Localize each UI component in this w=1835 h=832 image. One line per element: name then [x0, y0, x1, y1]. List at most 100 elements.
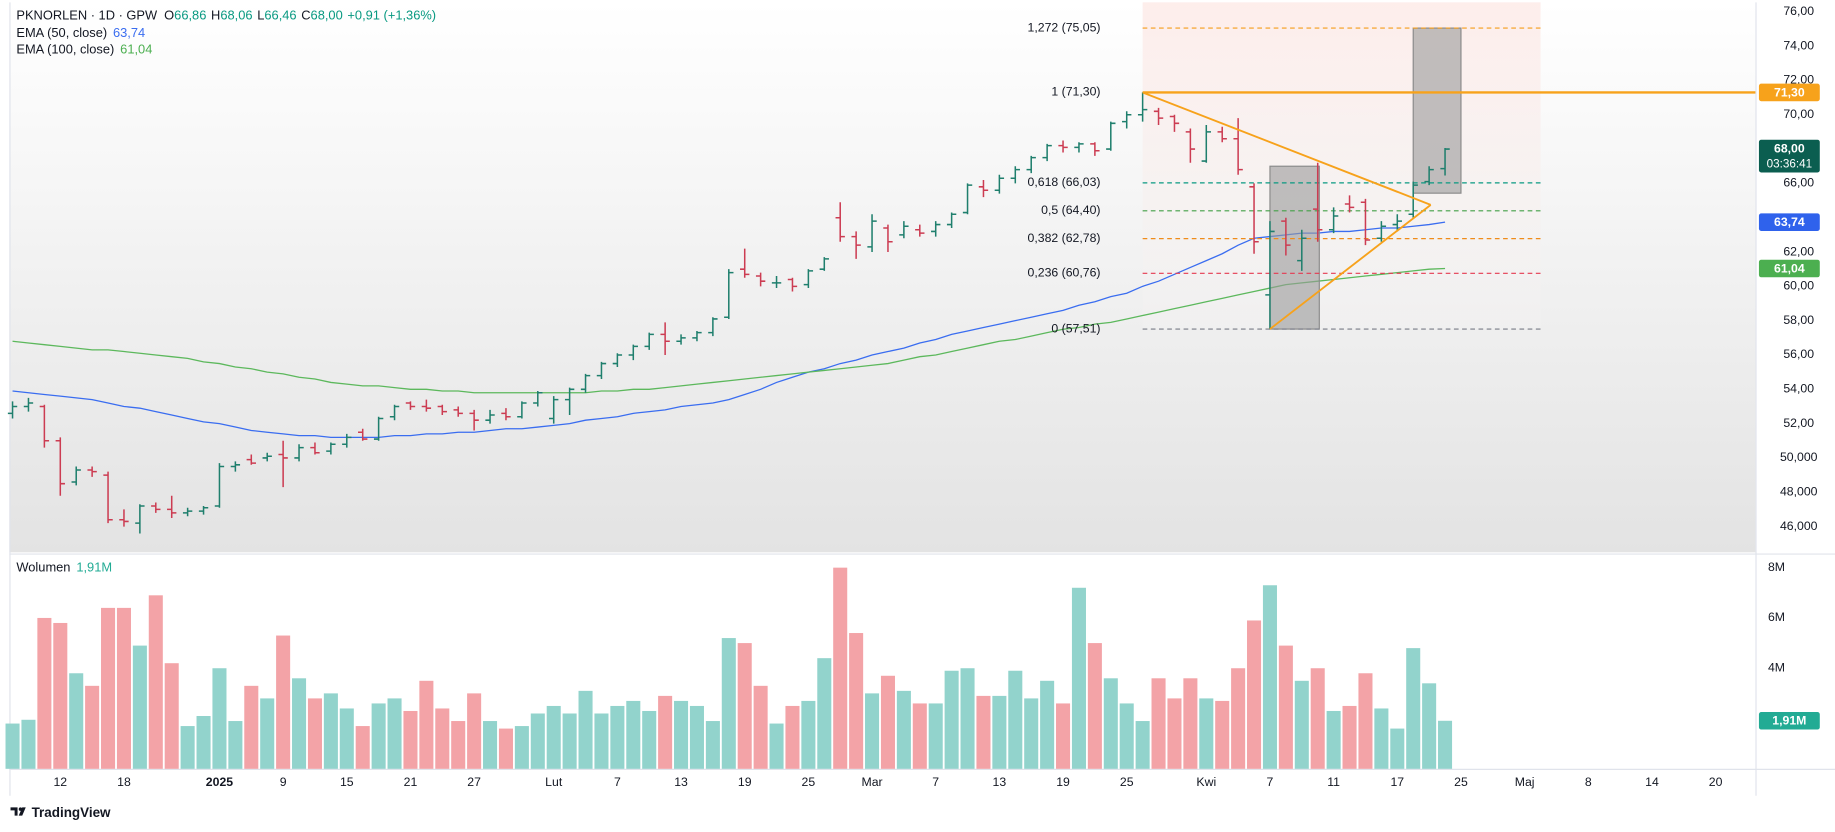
volume-bar — [21, 719, 36, 769]
ohlc-bar — [628, 344, 638, 361]
ohlc-bar — [198, 505, 209, 515]
volume-bar — [1310, 668, 1325, 769]
ohlc-bar — [1201, 125, 1211, 163]
ohlc-bar — [71, 466, 81, 486]
ohlc-bar — [851, 231, 861, 259]
x-tick-label: 15 — [340, 775, 354, 789]
ohlc-value: 68,00 — [311, 8, 343, 23]
trend-line — [1142, 91, 1432, 206]
volume-badge-label: 1,91M — [1772, 714, 1806, 728]
volume-bar — [960, 668, 975, 769]
ohlc-bar — [755, 272, 766, 287]
volume-bar — [467, 693, 482, 769]
plot-layer: 1,272 (75,05) 1 (71,30) 0,618 (66,03) 0,5 (… — [5, 2, 1820, 789]
volume-bar — [1406, 648, 1421, 769]
y-tick-label: 62,00 — [1783, 244, 1814, 258]
volume-bar — [1215, 700, 1230, 769]
ohlc-bar — [246, 454, 256, 465]
ohlc-bar — [1297, 229, 1307, 271]
price-badge — [1758, 139, 1820, 173]
ohlc-bar — [119, 509, 129, 527]
ohlc-bar — [1376, 221, 1387, 242]
ohlc-bar — [1344, 195, 1355, 213]
ema-value: 63,74 — [113, 25, 145, 40]
volume-bar — [1231, 668, 1246, 769]
volume-bar — [896, 690, 911, 769]
volume-bar — [912, 703, 927, 769]
volume-bar — [849, 633, 864, 769]
volume-bar — [1103, 678, 1118, 769]
trend-line — [1269, 204, 1432, 330]
ohlc-bar — [1424, 166, 1434, 186]
x-tick-label: 13 — [993, 775, 1007, 789]
x-tick-label: 9 — [280, 775, 287, 789]
legend-volume: Wolumen 1,91M — [16, 560, 112, 575]
y-tick-label: 58,00 — [1783, 313, 1814, 327]
volume-bar — [451, 721, 466, 769]
ohlc-bar — [1265, 221, 1275, 330]
ohlc-bar — [182, 507, 193, 517]
volume-bar — [148, 595, 163, 769]
volume-bar — [1183, 678, 1198, 769]
fib-label: 1,272 (75,05) — [1028, 20, 1101, 34]
ohlc-bar — [262, 452, 272, 462]
volume-bar — [69, 673, 84, 769]
volume-bar — [292, 678, 307, 769]
ohlc-bar — [1074, 142, 1084, 153]
volume-bar — [753, 685, 768, 769]
volume-bar — [307, 698, 322, 769]
volume-bar — [928, 703, 943, 769]
y-tick-label: 70,00 — [1783, 107, 1814, 121]
volume-bar — [339, 708, 354, 769]
volume-bar — [1422, 683, 1437, 769]
volume-bar — [674, 700, 689, 769]
ohlc-bar — [23, 397, 34, 412]
ema-line — [12, 221, 1446, 438]
ohlc-bar — [978, 179, 989, 198]
ohlc-bar — [644, 332, 654, 350]
volume-badge — [1758, 712, 1820, 730]
ohlc-bar — [55, 437, 65, 496]
volume-bar — [785, 705, 800, 769]
volume-bar — [1262, 585, 1277, 769]
ohlc-bar — [803, 269, 814, 289]
ohlc-bar — [740, 248, 750, 278]
volume-bar — [737, 643, 752, 769]
ohlc-bar — [230, 461, 241, 472]
countdown: 03:36:41 — [1767, 157, 1813, 170]
x-tick-label: 21 — [404, 775, 418, 789]
ohlc-bar — [342, 433, 352, 448]
volume-bar — [244, 685, 259, 769]
ohlc-bar — [421, 399, 432, 412]
ohlc-bar — [1185, 128, 1196, 163]
ema-line — [12, 267, 1446, 394]
x-tick-label: 17 — [1390, 775, 1404, 789]
x-tick-label: Maj — [1515, 775, 1535, 789]
volume-bar — [1294, 680, 1309, 769]
ohlc-bar — [453, 406, 463, 417]
ohlc-bar — [1328, 207, 1339, 234]
volume-bar — [85, 685, 100, 769]
fib-background — [1142, 2, 1541, 330]
range-box — [1412, 27, 1462, 194]
volume-bar — [116, 607, 131, 769]
ohlc-bar — [660, 322, 670, 355]
volume-bar — [610, 705, 625, 769]
ohlc-bar — [915, 224, 925, 237]
ohlc-bar — [103, 471, 113, 524]
volume-bar — [833, 567, 848, 769]
volume-bar — [705, 721, 720, 769]
volume-bar — [37, 617, 52, 769]
x-tick-label: 19 — [738, 775, 752, 789]
ohlc-bar — [151, 502, 161, 513]
ohlc-bar — [326, 442, 336, 455]
ohlc-bar — [533, 391, 543, 407]
volume-bar — [721, 638, 736, 769]
ohlc-bar — [405, 401, 416, 410]
ohlc-value: 66,46 — [264, 8, 296, 23]
volume-bar — [1087, 643, 1102, 769]
ohlc-bar — [946, 212, 957, 228]
volume-bar — [180, 726, 195, 769]
volume-bar — [323, 693, 338, 769]
ohlc-bar — [1137, 92, 1148, 122]
